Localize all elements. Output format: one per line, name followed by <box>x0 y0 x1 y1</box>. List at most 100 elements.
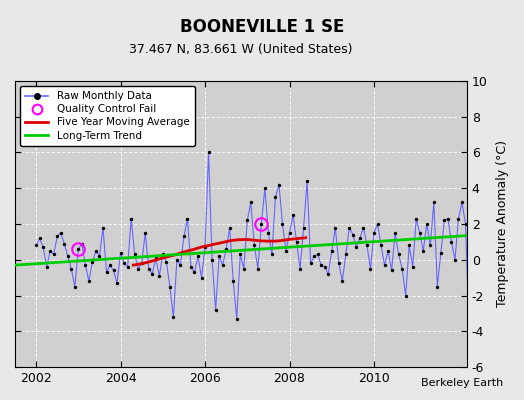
Point <box>412 215 420 222</box>
Point <box>190 269 199 276</box>
Point <box>377 242 385 249</box>
Point <box>137 260 146 266</box>
Point <box>398 266 406 272</box>
Point <box>321 264 329 270</box>
Point <box>264 230 272 236</box>
Point <box>159 251 167 258</box>
Point <box>215 253 223 259</box>
Point <box>116 249 125 256</box>
Point <box>257 221 266 227</box>
Point <box>180 233 188 240</box>
Point <box>74 246 83 252</box>
Point <box>176 262 184 268</box>
Point <box>113 280 121 286</box>
Point <box>313 251 322 258</box>
Point <box>32 242 40 249</box>
Point <box>405 242 413 249</box>
Point <box>204 149 213 156</box>
Point <box>194 253 202 259</box>
Point <box>430 199 438 206</box>
Point <box>324 271 332 277</box>
Point <box>331 224 340 231</box>
Point <box>356 235 364 242</box>
Point <box>419 248 428 254</box>
Point <box>458 199 466 206</box>
Point <box>489 249 498 256</box>
Point <box>486 266 494 272</box>
Point <box>292 239 301 245</box>
Point <box>426 242 434 249</box>
Point <box>225 224 234 231</box>
Point <box>268 251 276 258</box>
Point <box>124 264 132 270</box>
Point <box>106 262 114 268</box>
Point <box>239 266 248 272</box>
Point <box>303 178 311 184</box>
Point <box>338 278 346 284</box>
Point <box>348 232 357 238</box>
Point <box>387 267 396 274</box>
Point <box>50 251 58 258</box>
Point <box>102 269 111 276</box>
Title: 37.467 N, 83.661 W (United States): 37.467 N, 83.661 W (United States) <box>129 43 353 56</box>
Point <box>151 255 160 261</box>
Point <box>67 266 75 272</box>
Point <box>169 314 178 320</box>
Point <box>395 251 403 258</box>
Point <box>299 224 308 231</box>
Point <box>447 239 456 245</box>
Point <box>317 262 325 268</box>
Point <box>127 215 135 222</box>
Point <box>366 266 375 272</box>
Point <box>282 248 290 254</box>
Point <box>479 217 487 224</box>
Text: Berkeley Earth: Berkeley Earth <box>421 378 503 388</box>
Point <box>162 258 170 265</box>
Point <box>148 271 157 277</box>
Point <box>46 248 54 254</box>
Point <box>286 230 294 236</box>
Point <box>310 253 319 259</box>
Point <box>507 248 516 254</box>
Point <box>141 230 149 236</box>
Point <box>78 240 86 247</box>
Point <box>380 262 389 268</box>
Point <box>468 212 477 218</box>
Point <box>201 244 209 250</box>
Point <box>208 256 216 263</box>
Point <box>134 266 143 272</box>
Point <box>271 194 280 200</box>
Point <box>307 260 315 266</box>
Text: BOONEVILLE 1 SE: BOONEVILLE 1 SE <box>180 18 344 36</box>
Point <box>436 249 445 256</box>
Point <box>335 260 343 266</box>
Point <box>88 258 96 265</box>
Point <box>391 230 399 236</box>
Point <box>81 262 90 268</box>
Point <box>198 274 206 281</box>
Point <box>296 266 304 272</box>
Point <box>451 256 459 263</box>
Point <box>42 264 51 270</box>
Point <box>416 230 424 236</box>
Point <box>99 224 107 231</box>
Point <box>510 248 519 254</box>
Point <box>243 217 252 224</box>
Point <box>71 283 79 290</box>
Point <box>229 278 237 284</box>
Point <box>250 242 258 249</box>
Point <box>384 248 392 254</box>
Point <box>440 217 449 224</box>
Point <box>60 240 69 247</box>
Point <box>342 251 350 258</box>
Point <box>475 212 484 218</box>
Point <box>53 233 61 240</box>
Point <box>493 199 501 206</box>
Point <box>155 273 163 279</box>
Point <box>95 253 104 259</box>
Point <box>261 185 269 191</box>
Point <box>63 253 72 259</box>
Point <box>461 221 470 227</box>
Point <box>36 235 44 242</box>
Point <box>289 212 297 218</box>
